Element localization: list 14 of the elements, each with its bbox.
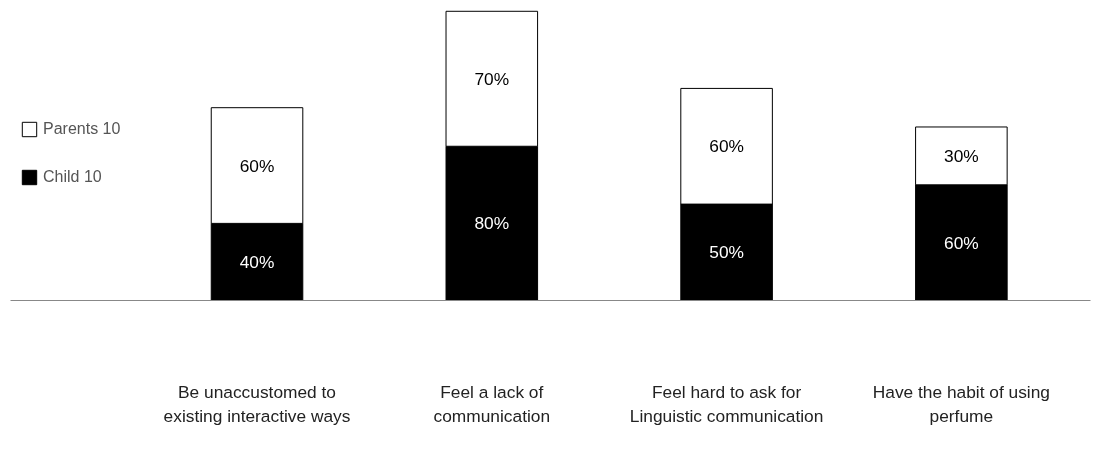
data-label: 60% [944,232,979,253]
x-tick-label: Feel hard to ask for Linguistic communication [629,381,824,426]
data-label: 70% [474,68,510,89]
data-label: 80% [474,213,510,234]
data-label: 30% [944,145,979,166]
data-label: 40% [239,251,275,272]
data-label: 50% [709,242,744,263]
legend-label: Parents 10 [43,119,121,138]
x-tick-label: Feel a lack of communication [433,381,551,426]
legend-label: Child 10 [43,167,102,186]
data-label: 60% [709,136,744,157]
data-label: 60% [239,155,275,176]
x-tick-label: Have the habit of using perfume [872,381,1050,426]
x-tick-label: Be unaccustomed to existing interactive ways [163,381,351,426]
